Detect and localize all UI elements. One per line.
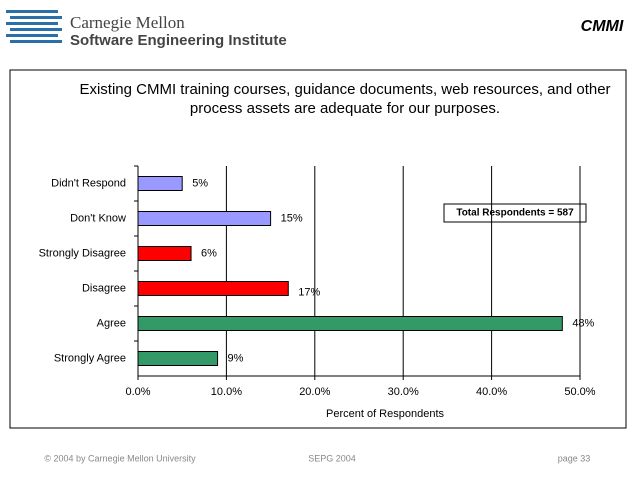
footer-page: page 33	[558, 453, 591, 463]
y-tick-label: Agree	[97, 317, 126, 329]
logo-text: Software Engineering Institute	[70, 32, 287, 49]
value-label: 6%	[201, 247, 217, 259]
x-tick-label: 20.0%	[299, 386, 330, 398]
y-tick-label: Disagree	[82, 282, 126, 294]
logo-stripes	[6, 10, 62, 43]
x-tick-label: 0.0%	[125, 386, 150, 398]
footer-copyright: © 2004 by Carnegie Mellon University	[44, 453, 196, 463]
bar	[137, 211, 272, 226]
bar	[137, 316, 563, 331]
y-tick-label: Didn't Respond	[51, 177, 126, 189]
bar	[137, 351, 219, 366]
y-tick-label: Don't Know	[70, 212, 126, 224]
bar	[137, 176, 183, 191]
footer-event: SEPG 2004	[308, 453, 356, 463]
value-label: 17%	[298, 286, 320, 298]
y-tick-label: Strongly Disagree	[39, 247, 126, 259]
badge: CMMI	[581, 18, 624, 35]
x-axis-label: Percent of Respondents	[326, 408, 445, 420]
x-tick-label: 50.0%	[564, 386, 595, 398]
y-tick-label: Strongly Agree	[54, 352, 126, 364]
x-tick-label: 30.0%	[388, 386, 419, 398]
chart-title: Existing CMMI training courses, guidance…	[79, 81, 611, 117]
annotation: Total Respondents = 587	[456, 208, 574, 219]
value-label: 15%	[281, 212, 303, 224]
value-label: 9%	[228, 352, 244, 364]
x-tick-label: 40.0%	[476, 386, 507, 398]
bar	[137, 246, 192, 261]
bar	[137, 281, 289, 296]
value-label: 5%	[192, 177, 208, 189]
value-label: 48%	[572, 317, 594, 329]
annotation-box	[443, 203, 587, 223]
logo-text: Carnegie Mellon	[70, 13, 185, 32]
x-tick-label: 10.0%	[211, 386, 242, 398]
chart-frame	[9, 69, 627, 429]
